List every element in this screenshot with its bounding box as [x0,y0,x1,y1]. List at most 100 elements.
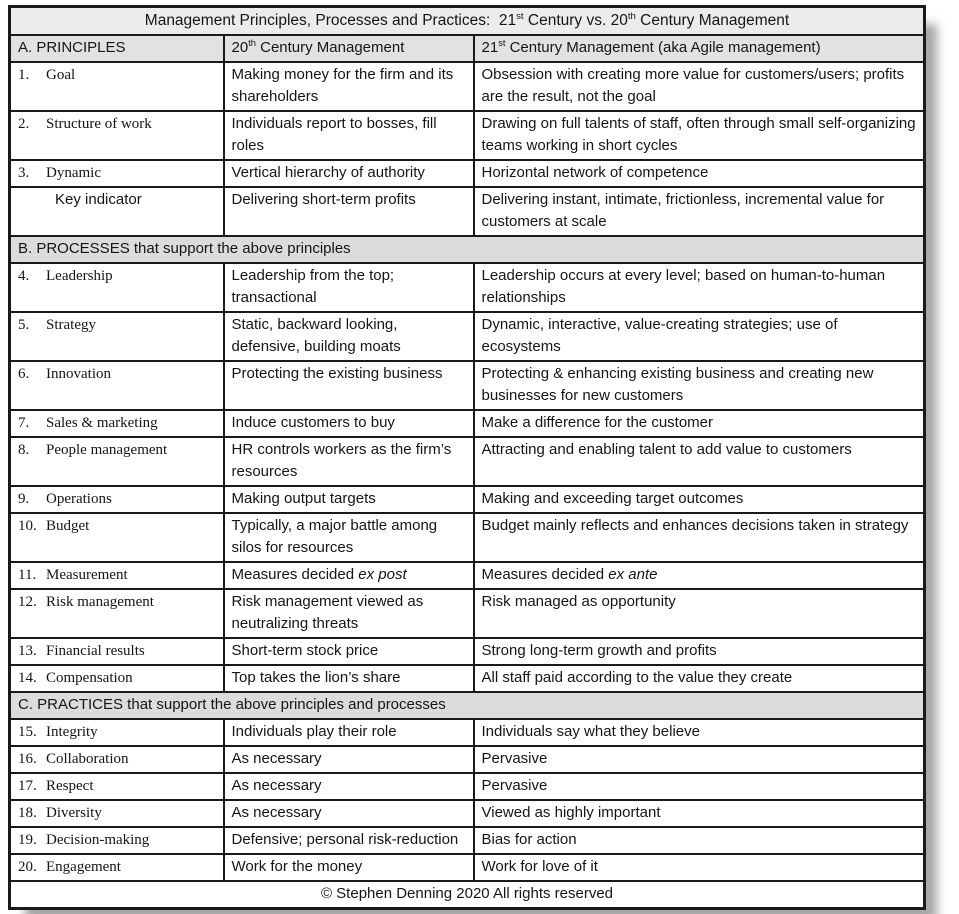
cell-20th-century: Induce customers to buy [222,409,475,438]
row-label: Integrity [46,724,98,740]
section-header: C. PRACTICES that support the above prin… [8,691,926,720]
table-row: 16. Collaboration As necessary Pervasive [8,745,926,774]
cell-20th-century: Top takes the lion’s share [222,664,475,693]
row-label-cell: 15. Integrity [8,718,225,747]
section-header-row: C. PRACTICES that support the above prin… [8,691,926,720]
row-number: 8. [18,442,30,458]
footer-row: © Stephen Denning 2020 All rights reserv… [8,880,926,910]
table-row: Key indicator Delivering short-term profi… [8,186,926,237]
cell-20th-century: Work for the money [222,853,475,882]
table-row: 7. Sales & marketing Induce customers to b… [8,409,926,438]
cell-20th-century: Individuals report to bosses, fill roles [222,110,475,161]
row-number: 12. [18,594,37,610]
row-number: 16. [18,751,37,767]
cell-21st-century: Drawing on full talents of staff, often … [472,110,926,161]
row-label-cell: 11. Measurement [8,561,225,590]
row-number: 2. [18,116,30,132]
row-label-cell: 9. Operations [8,485,225,514]
row-label-cell: 6. Innovation [8,360,225,411]
table-row: 4. Leadership Leadership from the top; tra… [8,262,926,313]
cell-21st-century: Make a difference for the customer [472,409,926,438]
cell-21st-century: All staff paid according to the value th… [472,664,926,693]
cell-21st-century: Viewed as highly important [472,799,926,828]
cell-21st-century: Pervasive [472,772,926,801]
row-label: Innovation [46,366,111,382]
cell-21st-century: Horizontal network of competence [472,159,926,188]
row-label: People management [46,442,168,458]
row-number: 11. [18,567,37,583]
row-label-cell: Key indicator [8,186,225,237]
row-label: Sales & marketing [46,415,158,431]
cell-20th-century: Static, backward looking, defensive, bui… [222,311,475,362]
row-number: 5. [18,317,30,333]
cell-21st-century: Protecting & enhancing existing business… [472,360,926,411]
table-row: 8. People management HR controls workers a… [8,436,926,487]
cell-20th-century: Individuals play their role [222,718,475,747]
table-row: 2. Structure of work Individuals report to… [8,110,926,161]
cell-20th-century: As necessary [222,772,475,801]
cell-21st-century: Measures decided ex ante [472,561,926,590]
cell-20th-century: HR controls workers as the firm’s resour… [222,436,475,487]
table-row: 15. Integrity Individuals play their role I… [8,718,926,747]
cell-21st-century: Leadership occurs at every level; based … [472,262,926,313]
table-row: 17. Respect As necessary Pervasive [8,772,926,801]
cell-21st-century: Individuals say what they believe [472,718,926,747]
row-number: 9. [18,491,30,507]
row-label-cell: 4. Leadership [8,262,225,313]
row-label: Risk management [46,594,154,610]
cell-21st-century: Making and exceeding target outcomes [472,485,926,514]
table-row: 10. Budget Typically, a major battle among… [8,512,926,563]
cell-20th-century: Vertical hierarchy of authority [222,159,475,188]
table-row: 3. Dynamic Vertical hierarchy of authority… [8,159,926,188]
row-label: Structure of work [46,116,152,132]
cell-20th-century: Making money for the firm and its shareh… [222,61,475,112]
cell-21st-century: Obsession with creating more value for c… [472,61,926,112]
table-row: 14. Compensation Top takes the lion’s shar… [8,664,926,693]
cell-20th-century: Making output targets [222,485,475,514]
row-label-cell: 13. Financial results [8,637,225,666]
cell-21st-century: Risk managed as opportunity [472,588,926,639]
row-label: Measurement [46,567,128,583]
row-label-cell: 10. Budget [8,512,225,563]
row-label-cell: 5. Strategy [8,311,225,362]
table-title: Management Principles, Processes and Pra… [8,5,926,36]
row-number: 17. [18,778,37,794]
row-label: Leadership [46,268,113,284]
management-table-sheet: Management Principles, Processes and Pra… [8,5,926,910]
row-label: Engagement [46,859,121,875]
table-row: 20. Engagement Work for the money Work for … [8,853,926,882]
row-label-cell: 20. Engagement [8,853,225,882]
row-number: 14. [18,670,37,686]
section-header: B. PROCESSES that support the above prin… [8,235,926,264]
row-label-cell: 3. Dynamic [8,159,225,188]
row-number: 18. [18,805,37,821]
row-number: 1. [18,67,30,83]
row-label: Diversity [46,805,102,821]
cell-20th-century: Leadership from the top; transactional [222,262,475,313]
table-row: 11. Measurement Measures decided ex post Me… [8,561,926,590]
row-label-cell: 1. Goal [8,61,225,112]
table-row: 9. Operations Making output targets Making … [8,485,926,514]
section-header-row: B. PROCESSES that support the above prin… [8,235,926,264]
row-number: 7. [18,415,30,431]
cell-21st-century: Pervasive [472,745,926,774]
row-label-cell: 12. Risk management [8,588,225,639]
row-label: Goal [46,67,76,83]
row-number: 4. [18,268,30,284]
management-comparison-table: Management Principles, Processes and Pra… [8,5,926,910]
cell-20th-century: Short-term stock price [222,637,475,666]
cell-21st-century: Attracting and enabling talent to add va… [472,436,926,487]
row-number: 3. [18,165,30,181]
copyright-notice: © Stephen Denning 2020 All rights reserv… [8,880,926,910]
row-number: 13. [18,643,37,659]
row-number: 6. [18,366,30,382]
row-label: Respect [46,778,94,794]
column-header-20th-century: 20th Century Management [222,34,475,63]
cell-21st-century: Budget mainly reflects and enhances deci… [472,512,926,563]
table-row: 19. Decision-making Defensive; personal ri… [8,826,926,855]
row-label: Dynamic [46,165,101,181]
cell-21st-century: Delivering instant, intimate, frictionle… [472,186,926,237]
row-label-cell: 8. People management [8,436,225,487]
row-label: Strategy [46,317,96,333]
column-header-21st-century: 21st Century Management (aka Agile manag… [472,34,926,63]
